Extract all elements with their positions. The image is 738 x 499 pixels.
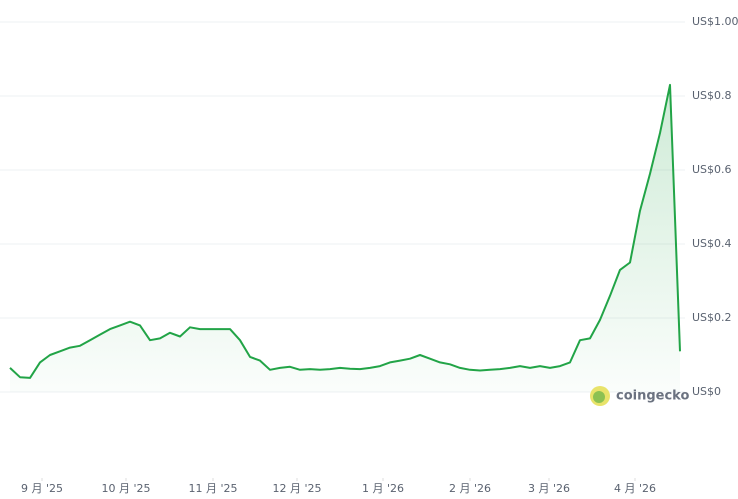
y-tick-label: US$0 xyxy=(692,385,721,398)
y-tick-label: US$0.6 xyxy=(692,163,732,176)
watermark-logo-inner xyxy=(593,391,605,403)
x-tick-label: 11 月 '25 xyxy=(188,482,237,495)
watermark-text: coingecko xyxy=(616,389,689,404)
x-tick-label: 2 月 '26 xyxy=(449,482,491,495)
x-tick-label: 10 月 '25 xyxy=(101,482,150,495)
x-tick-label: 9 月 '25 xyxy=(21,482,63,495)
price-line xyxy=(9,83,681,379)
y-tick-label: US$0.8 xyxy=(692,89,732,102)
x-tick-label: 12 月 '25 xyxy=(272,482,321,495)
area xyxy=(10,84,680,393)
x-tick-label: 4 月 '26 xyxy=(614,482,656,495)
x-tick-label: 1 月 '26 xyxy=(362,482,404,495)
y-tick-label: US$0.4 xyxy=(692,237,732,250)
y-tick-label: US$1.00 xyxy=(692,15,738,28)
watermark: coingecko xyxy=(590,386,689,406)
x-tick-label: 3 月 '26 xyxy=(528,482,570,495)
y-tick-label: US$0.2 xyxy=(692,311,732,324)
